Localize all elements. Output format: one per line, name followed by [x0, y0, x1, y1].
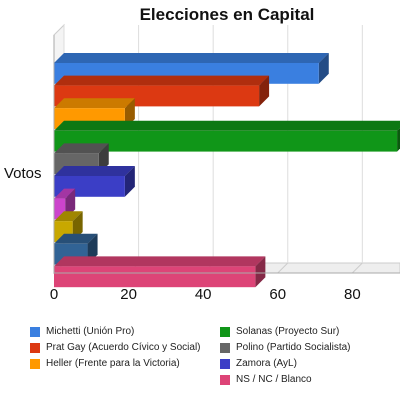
legend-item: Michetti (Unión Pro) [30, 326, 134, 337]
bar-top [54, 256, 266, 267]
bar-side [397, 127, 400, 152]
legend-item: Polino (Partido Socialista) [220, 342, 351, 353]
axis-layer: 0 20 40 60 80 [50, 35, 400, 303]
legend-label: Zamora (AyL) [236, 358, 297, 369]
legend-item: Heller (Frente para la Victoria) [30, 358, 180, 369]
gridline-floor [277, 262, 289, 274]
bar-top [54, 233, 98, 244]
legend-item: Prat Gay (Acuerdo Cívico y Social) [30, 342, 201, 353]
legend-item: Solanas (Proyecto Sur) [220, 326, 339, 337]
legend-label: Solanas (Proyecto Sur) [236, 326, 340, 337]
legend-swatch [30, 326, 40, 337]
x-tick-label: 80 [344, 286, 361, 303]
bar-side [124, 166, 135, 197]
bar-top [54, 75, 270, 86]
legend-label: NS / NC / Blanco [236, 374, 312, 385]
bar-top [54, 53, 329, 63]
bar-top [54, 120, 400, 131]
legend-swatch [30, 358, 40, 369]
x-tick-label: 0 [50, 286, 58, 303]
legend-swatch [220, 342, 230, 353]
bars-layer [54, 53, 400, 288]
bar-side [255, 256, 266, 288]
bar-front [54, 198, 66, 220]
y-axis-label: Votos [4, 165, 42, 182]
legend-swatch [220, 358, 230, 369]
legend-label: Michetti (Unión Pro) [46, 326, 135, 337]
bar-side [318, 53, 329, 84]
bar-top [54, 143, 109, 154]
bar-top [54, 188, 76, 199]
legend-label: Prat Gay (Acuerdo Cívico y Social) [46, 342, 201, 353]
gridline-floor [351, 262, 363, 274]
legend: Michetti (Unión Pro) Prat Gay (Acuerdo Cí… [0, 326, 400, 396]
legend-item: Zamora (AyL) [220, 358, 297, 369]
bar-side [259, 75, 270, 107]
bar-front [54, 266, 256, 288]
bar-top [54, 166, 135, 176]
bar-front [54, 130, 398, 152]
bar-top [54, 98, 135, 109]
bar [54, 256, 266, 288]
x-tick-label: 40 [195, 286, 212, 303]
legend-label: Heller (Frente para la Victoria) [46, 358, 180, 369]
bar-top [54, 211, 83, 222]
x-tick-label: 60 [269, 286, 286, 303]
legend-label: Polino (Partido Socialista) [236, 342, 351, 353]
legend-swatch [220, 374, 230, 385]
legend-swatch [30, 342, 40, 353]
chart: Elecciones en Capital 0 20 40 60 80 Votos [4, 5, 400, 303]
legend-item: NS / NC / Blanco [220, 374, 312, 385]
bar [54, 120, 400, 152]
chart-title: Elecciones en Capital [140, 5, 315, 24]
x-tick-label: 20 [120, 286, 137, 303]
legend-swatch [220, 326, 230, 337]
